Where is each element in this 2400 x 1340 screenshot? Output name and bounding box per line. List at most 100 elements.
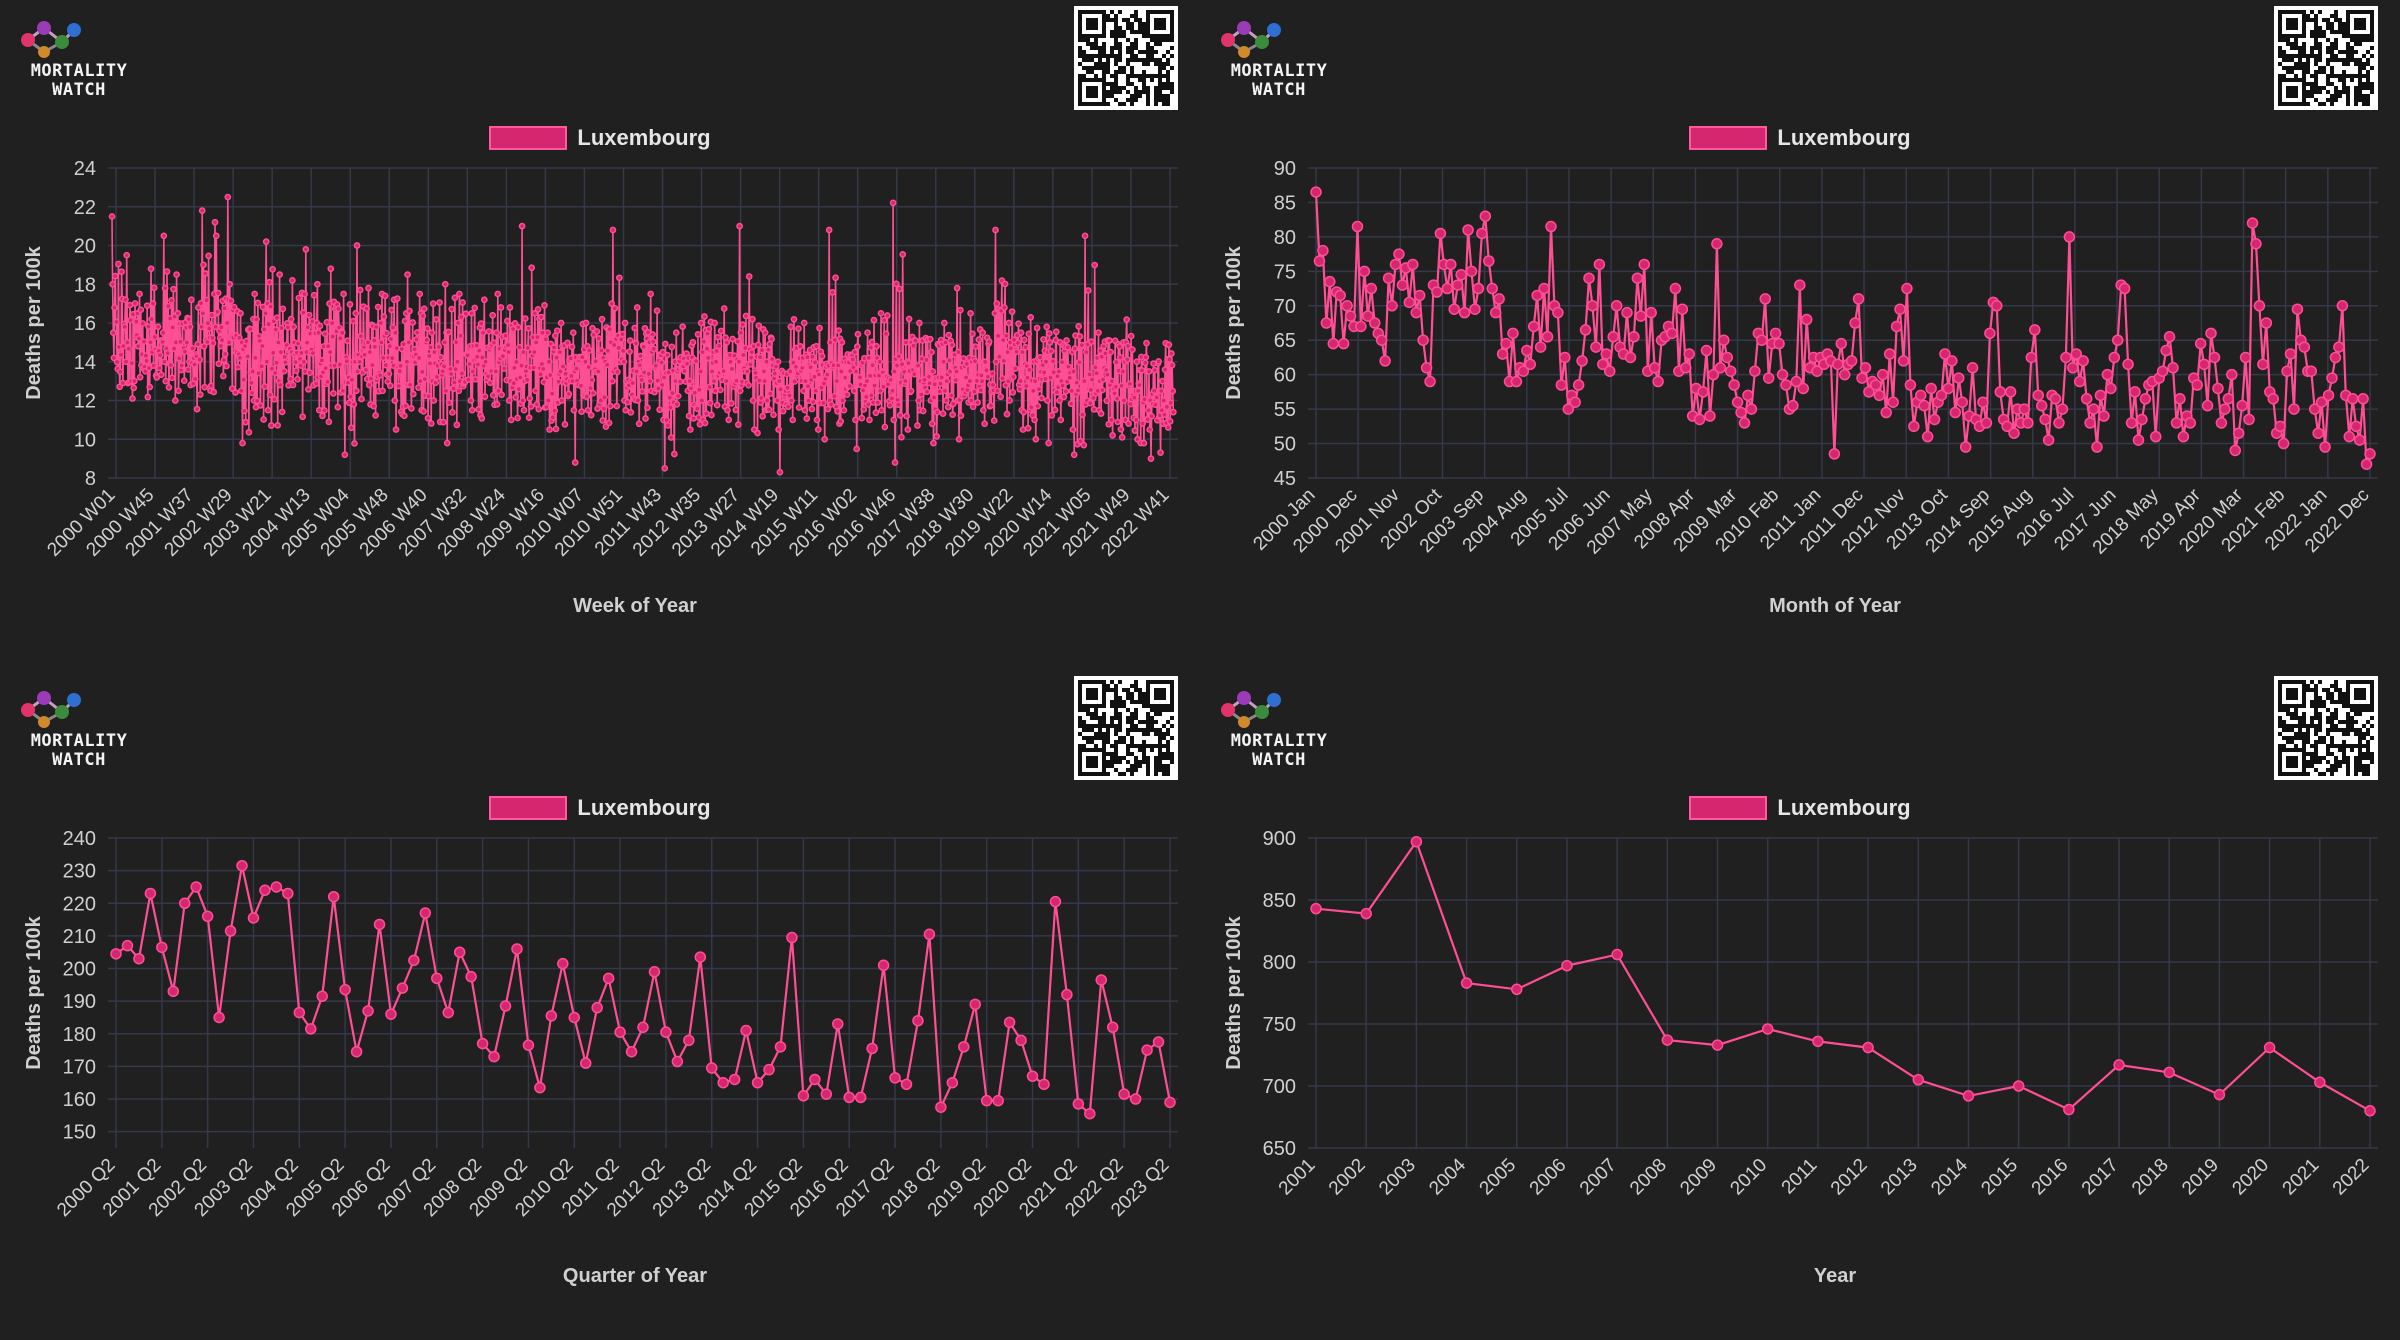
data-point[interactable] bbox=[443, 439, 451, 447]
data-point[interactable] bbox=[1147, 455, 1155, 462]
data-point[interactable] bbox=[1697, 386, 1709, 398]
data-point[interactable] bbox=[905, 315, 913, 323]
data-point[interactable] bbox=[876, 358, 884, 366]
data-point[interactable] bbox=[871, 382, 878, 389]
data-point[interactable] bbox=[1150, 387, 1158, 395]
data-point[interactable] bbox=[827, 401, 835, 408]
data-point[interactable] bbox=[214, 308, 221, 316]
data-point[interactable] bbox=[1167, 399, 1175, 407]
data-point[interactable] bbox=[1049, 357, 1057, 365]
data-point[interactable] bbox=[445, 328, 452, 336]
data-point[interactable] bbox=[928, 348, 935, 356]
data-point[interactable] bbox=[511, 943, 523, 955]
data-point[interactable] bbox=[429, 300, 437, 307]
data-point[interactable] bbox=[995, 353, 1003, 361]
data-point[interactable] bbox=[2070, 348, 2083, 360]
data-point[interactable] bbox=[321, 407, 328, 414]
data-point[interactable] bbox=[1084, 1107, 1096, 1120]
data-point[interactable] bbox=[326, 348, 334, 356]
legend-swatch[interactable] bbox=[1689, 126, 1768, 150]
data-point[interactable] bbox=[1159, 377, 1166, 385]
data-point[interactable] bbox=[1780, 379, 1792, 391]
data-point[interactable] bbox=[614, 368, 621, 376]
data-point[interactable] bbox=[1310, 186, 1322, 198]
data-point[interactable] bbox=[144, 393, 152, 401]
data-point[interactable] bbox=[441, 339, 449, 346]
data-point[interactable] bbox=[2139, 393, 2152, 405]
data-point[interactable] bbox=[1621, 306, 1633, 319]
data-point[interactable] bbox=[1455, 269, 1467, 281]
data-point[interactable] bbox=[312, 380, 320, 388]
data-point[interactable] bbox=[705, 325, 713, 333]
data-point[interactable] bbox=[812, 387, 820, 395]
data-point[interactable] bbox=[694, 405, 701, 413]
data-point[interactable] bbox=[237, 387, 245, 395]
data-point[interactable] bbox=[256, 337, 264, 345]
data-point[interactable] bbox=[929, 368, 937, 375]
data-point[interactable] bbox=[1078, 341, 1086, 349]
data-point[interactable] bbox=[725, 416, 733, 424]
data-point[interactable] bbox=[350, 1045, 363, 1058]
data-point[interactable] bbox=[784, 384, 791, 392]
data-point[interactable] bbox=[130, 384, 138, 392]
data-point[interactable] bbox=[636, 361, 644, 369]
data-point[interactable] bbox=[530, 364, 537, 372]
data-point[interactable] bbox=[1114, 418, 1122, 426]
data-point[interactable] bbox=[305, 1023, 317, 1035]
data-point[interactable] bbox=[632, 339, 640, 347]
data-point[interactable] bbox=[589, 324, 596, 332]
data-point[interactable] bbox=[820, 399, 827, 407]
data-point[interactable] bbox=[1718, 334, 1730, 346]
data-point[interactable] bbox=[420, 407, 427, 415]
data-point[interactable] bbox=[1724, 365, 1737, 377]
data-point[interactable] bbox=[365, 284, 372, 292]
data-point[interactable] bbox=[1141, 396, 1148, 403]
data-point[interactable] bbox=[168, 374, 176, 382]
data-point[interactable] bbox=[768, 335, 775, 343]
data-point[interactable] bbox=[663, 351, 671, 359]
data-point[interactable] bbox=[568, 1011, 581, 1024]
data-point[interactable] bbox=[318, 356, 326, 364]
data-point[interactable] bbox=[1511, 983, 1523, 996]
data-point[interactable] bbox=[984, 373, 992, 381]
data-point[interactable] bbox=[2208, 351, 2221, 364]
data-point[interactable] bbox=[837, 417, 845, 425]
legend-label[interactable]: Luxembourg bbox=[577, 125, 711, 150]
data-point[interactable] bbox=[294, 340, 302, 347]
data-point[interactable] bbox=[728, 365, 736, 373]
data-point[interactable] bbox=[743, 368, 751, 375]
data-point[interactable] bbox=[775, 426, 782, 433]
data-point[interactable] bbox=[589, 389, 597, 397]
data-point[interactable] bbox=[614, 1026, 626, 1038]
data-point[interactable] bbox=[765, 406, 773, 413]
data-point[interactable] bbox=[2288, 403, 2300, 415]
data-point[interactable] bbox=[2001, 420, 2013, 433]
data-point[interactable] bbox=[551, 407, 559, 415]
data-point[interactable] bbox=[1036, 354, 1044, 361]
data-point[interactable] bbox=[1769, 327, 1782, 340]
data-point[interactable] bbox=[1024, 424, 1032, 432]
data-point[interactable] bbox=[1111, 389, 1118, 397]
data-point[interactable] bbox=[981, 358, 989, 366]
data-point[interactable] bbox=[1939, 348, 1951, 360]
data-point[interactable] bbox=[917, 391, 925, 398]
data-point[interactable] bbox=[2222, 393, 2235, 405]
data-point[interactable] bbox=[254, 299, 262, 307]
data-point[interactable] bbox=[1117, 425, 1125, 433]
data-point[interactable] bbox=[2025, 351, 2038, 364]
data-point[interactable] bbox=[309, 349, 317, 357]
data-point[interactable] bbox=[121, 939, 134, 952]
data-point[interactable] bbox=[583, 393, 591, 400]
data-point[interactable] bbox=[888, 395, 896, 402]
data-point[interactable] bbox=[159, 329, 167, 337]
data-point[interactable] bbox=[992, 226, 999, 234]
data-point[interactable] bbox=[1849, 317, 1861, 329]
data-point[interactable] bbox=[205, 325, 213, 332]
data-point[interactable] bbox=[824, 405, 832, 413]
data-point[interactable] bbox=[498, 391, 505, 399]
data-point[interactable] bbox=[281, 353, 289, 361]
data-point[interactable] bbox=[1010, 373, 1017, 381]
data-point[interactable] bbox=[1856, 372, 1868, 384]
data-point[interactable] bbox=[122, 296, 129, 304]
data-point[interactable] bbox=[518, 222, 526, 230]
